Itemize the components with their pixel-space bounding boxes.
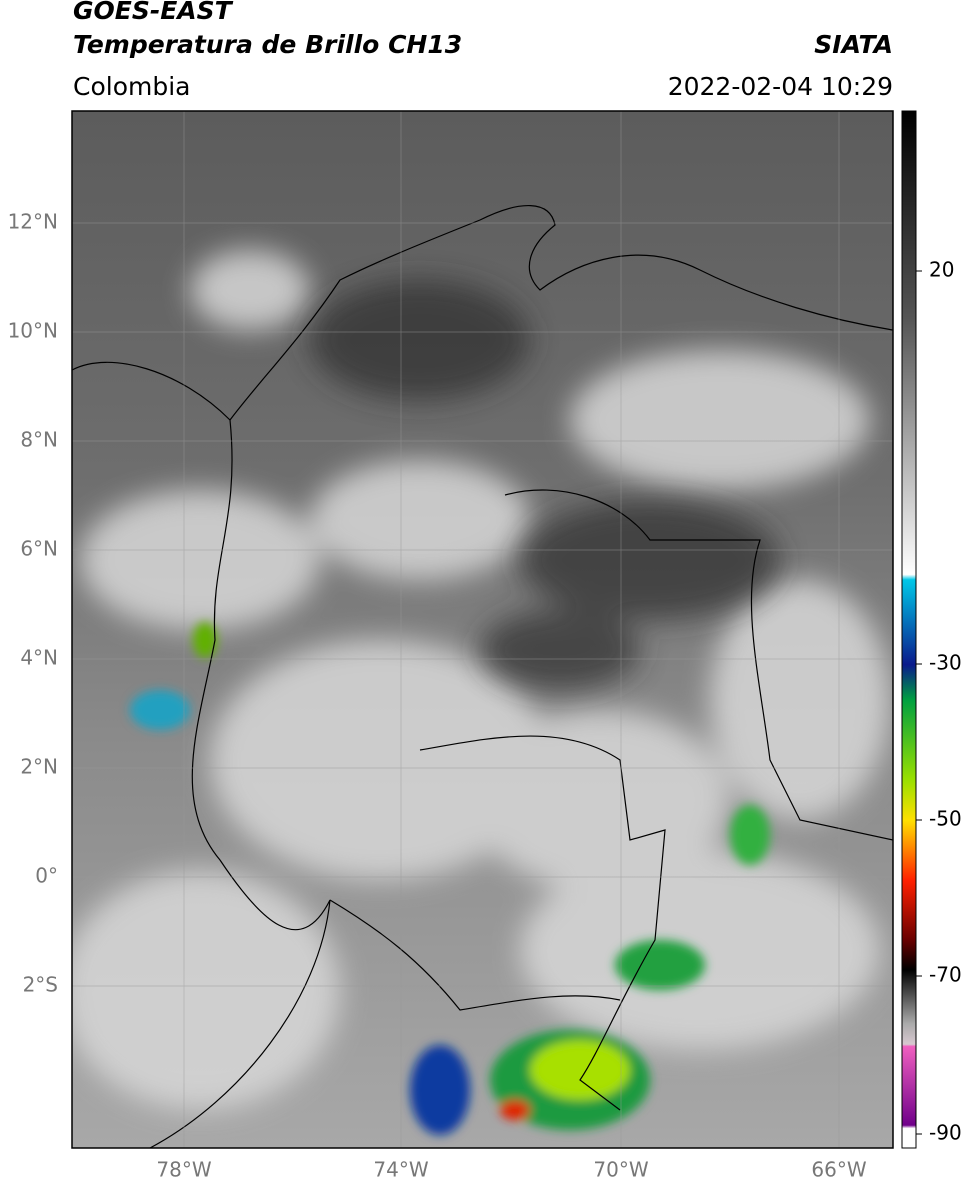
lat-label: 10°N	[8, 319, 58, 343]
lat-label: 2°S	[23, 973, 58, 997]
colorbar-label: -70	[929, 963, 962, 987]
subtitle: Temperatura de Brillo CH13	[73, 30, 463, 59]
satellite-image	[72, 111, 893, 1148]
lat-label: 6°N	[20, 537, 58, 561]
lat-label: 0°	[35, 864, 58, 888]
lat-label: 4°N	[20, 646, 58, 670]
lon-label: 70°W	[593, 1158, 648, 1182]
colorbar	[901, 110, 917, 1149]
timestamp: 2022-02-04 10:29	[667, 72, 893, 101]
colorbar-label: -50	[929, 807, 962, 831]
map-frame	[71, 110, 894, 1149]
lat-label: 2°N	[20, 755, 58, 779]
source: SIATA	[814, 30, 893, 59]
lat-label: 8°N	[20, 428, 58, 452]
lon-label: 74°W	[373, 1158, 428, 1182]
lat-label: 12°N	[8, 210, 58, 234]
lon-label: 78°W	[156, 1158, 211, 1182]
colorbar-label: -30	[929, 651, 962, 675]
title: GOES-EAST	[73, 0, 232, 25]
colorbar-label: 20	[929, 258, 954, 282]
colorbar-label: -90	[929, 1121, 962, 1145]
region: Colombia	[73, 72, 191, 101]
lon-label: 66°W	[811, 1158, 866, 1182]
